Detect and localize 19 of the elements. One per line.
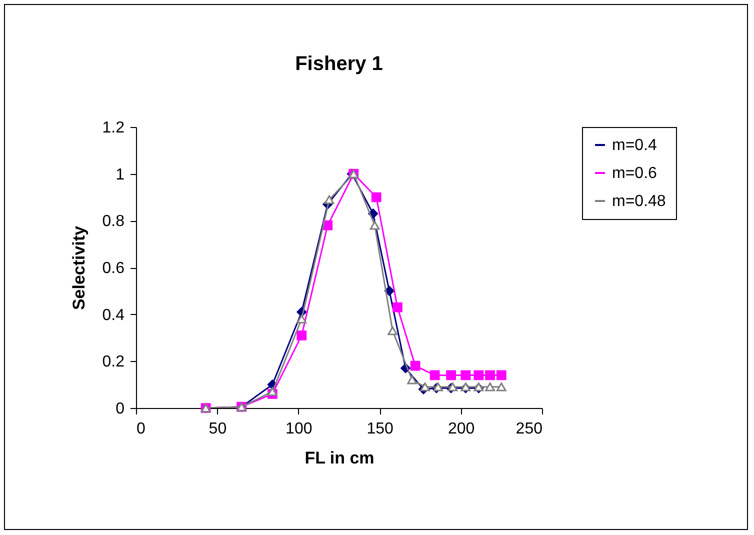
y-tick-label: 0.6 — [102, 260, 125, 277]
legend-label: m=0.48 — [612, 193, 666, 210]
y-tick-label: 0.2 — [102, 354, 125, 371]
y-tick-label: 1 — [116, 166, 125, 184]
y-tick-label: 0.4 — [102, 306, 125, 324]
chart-title: Fishery 1 — [295, 53, 383, 75]
y-axis-title: Selectivity — [69, 225, 88, 310]
y-tick-label: 0.8 — [102, 213, 125, 230]
y-tick-label: 1.2 — [102, 120, 125, 136]
x-tick-label: 200 — [448, 420, 475, 438]
x-tick-label: 0 — [136, 420, 146, 438]
legend-label: m=0.6 — [612, 165, 658, 182]
legend-label: m=0.4 — [612, 137, 658, 154]
x-tick-label: 100 — [286, 420, 312, 438]
y-tick-label: 0 — [116, 400, 125, 418]
x-tick-label: 250 — [516, 420, 543, 438]
x-axis-title: FL in cm — [304, 448, 374, 468]
x-tick-label: 50 — [208, 420, 227, 438]
x-tick-label: 150 — [366, 420, 394, 438]
